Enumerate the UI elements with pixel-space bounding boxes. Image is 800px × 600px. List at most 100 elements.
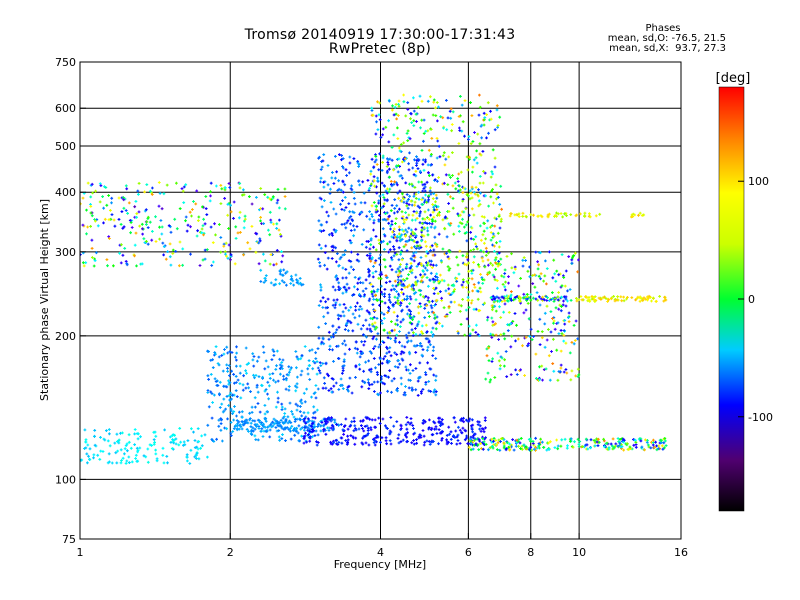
data-point <box>408 422 412 426</box>
data-point <box>357 179 360 183</box>
data-point <box>359 327 363 331</box>
data-point <box>186 459 189 463</box>
data-point <box>513 312 517 315</box>
data-point <box>370 290 373 294</box>
data-point <box>398 340 401 344</box>
data-point <box>391 104 394 108</box>
data-point <box>519 447 522 450</box>
data-point <box>429 95 432 99</box>
data-point <box>120 210 124 213</box>
data-point <box>217 418 221 422</box>
data-point <box>369 243 373 247</box>
data-point <box>281 433 284 436</box>
data-point <box>362 369 365 373</box>
data-point <box>476 289 480 293</box>
data-point <box>219 184 223 187</box>
data-point <box>234 237 238 240</box>
data-point <box>568 351 572 355</box>
data-point <box>410 271 414 275</box>
data-point <box>339 188 343 192</box>
data-point <box>374 270 378 273</box>
y-axis-label: Stationary phase Virtual Height [km] <box>38 199 51 401</box>
data-point <box>144 208 148 212</box>
data-point <box>274 278 278 282</box>
data-point <box>504 280 507 284</box>
data-point <box>461 426 465 430</box>
data-point <box>395 353 399 356</box>
data-point <box>432 192 436 195</box>
data-point <box>401 160 404 164</box>
data-point <box>257 355 261 359</box>
data-point <box>230 397 233 401</box>
data-point <box>305 440 308 444</box>
data-point <box>599 298 603 301</box>
data-point <box>399 320 403 324</box>
data-point <box>471 447 475 451</box>
data-point <box>331 424 335 428</box>
data-point <box>276 400 280 404</box>
data-point <box>454 429 458 433</box>
data-point <box>393 295 397 299</box>
data-point <box>408 270 412 273</box>
data-point <box>478 286 482 290</box>
data-point <box>364 318 368 322</box>
data-point <box>409 310 412 313</box>
data-point <box>268 377 272 380</box>
data-point <box>446 183 450 186</box>
data-point <box>388 331 392 335</box>
data-point <box>385 191 389 195</box>
data-point <box>611 437 615 441</box>
data-point <box>295 408 299 412</box>
data-point <box>469 191 473 195</box>
data-point <box>432 263 435 267</box>
data-point <box>226 351 229 355</box>
phase-stats-title: Phases <box>645 23 681 34</box>
data-point <box>560 305 563 308</box>
data-point <box>497 359 501 363</box>
data-point <box>122 198 126 202</box>
data-point <box>86 181 90 185</box>
data-point <box>390 219 394 223</box>
data-point <box>405 193 409 196</box>
data-point <box>479 191 482 195</box>
data-point <box>489 117 493 121</box>
data-point <box>429 367 433 371</box>
data-point <box>372 175 376 179</box>
data-point <box>514 444 518 448</box>
data-point <box>322 424 325 428</box>
data-point <box>224 186 227 190</box>
data-point <box>212 440 216 443</box>
data-point <box>372 357 376 360</box>
data-point <box>482 442 485 446</box>
data-point <box>282 268 286 272</box>
data-point <box>392 183 396 186</box>
data-point <box>128 461 131 464</box>
data-point <box>385 345 388 349</box>
data-point <box>537 251 541 254</box>
data-point <box>117 218 121 221</box>
data-point <box>422 139 425 143</box>
data-point <box>270 358 274 361</box>
data-point <box>277 435 281 439</box>
data-point <box>268 384 271 388</box>
data-point <box>486 251 490 255</box>
data-point <box>407 168 411 172</box>
data-point <box>394 217 398 220</box>
data-point <box>238 182 242 185</box>
data-point <box>444 157 448 161</box>
data-point <box>347 329 350 333</box>
data-point <box>122 225 126 229</box>
data-point <box>510 252 513 256</box>
data-point <box>564 269 568 273</box>
data-point <box>480 447 483 450</box>
data-point <box>238 186 242 190</box>
data-point <box>410 228 413 232</box>
data-point <box>247 430 250 433</box>
data-point <box>243 214 247 218</box>
data-point <box>171 252 175 255</box>
data-point <box>445 440 449 444</box>
data-point <box>385 171 389 175</box>
data-point <box>292 283 295 287</box>
data-point <box>510 290 513 293</box>
data-point <box>280 426 284 430</box>
